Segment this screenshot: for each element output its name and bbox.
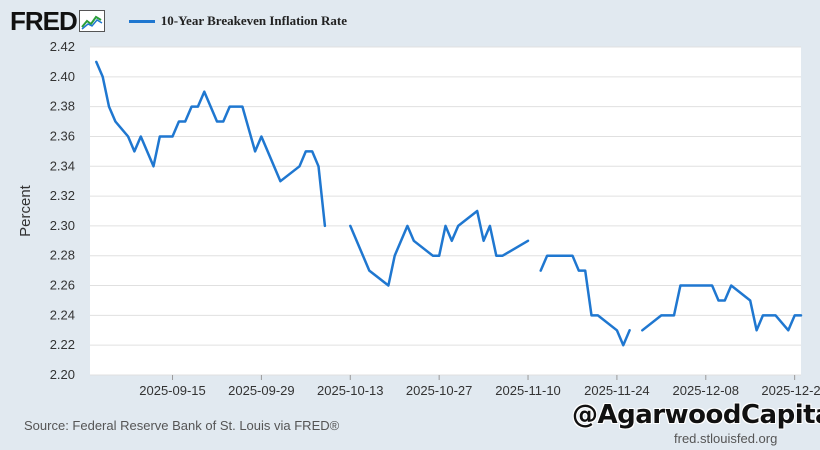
series-line-segment[interactable] — [539, 254, 631, 347]
y-tick-label: 2.38 — [50, 99, 75, 114]
watermark: @AgarwoodCapital — [572, 400, 820, 430]
chart-header: FRED 10-Year Breakeven Inflation Rate — [10, 6, 347, 36]
y-tick-label: 2.40 — [50, 69, 75, 84]
y-axis-title: Percent — [17, 184, 34, 237]
fred-url[interactable]: fred.stlouisfed.org — [674, 431, 778, 446]
y-tick-label: 2.28 — [50, 248, 75, 263]
y-tick-label: 2.26 — [50, 278, 75, 293]
x-tick-label: 2025-12-08 — [673, 383, 740, 398]
x-tick-label: 2025-11-10 — [495, 383, 561, 398]
y-tick-label: 2.24 — [50, 307, 75, 322]
y-axis: 2.20 2.22 2.24 2.26 2.28 2.30 2.32 2.34 2.36 2.38… — [50, 39, 75, 382]
y-tick-label: 2.30 — [50, 218, 75, 233]
fred-logo[interactable]: FRED — [10, 6, 78, 36]
x-tick-label: 2025-10-13 — [317, 383, 384, 398]
series-layer — [95, 60, 803, 347]
y-tick-label: 2.36 — [50, 128, 75, 143]
x-tick-label: 2025-10-27 — [406, 383, 473, 398]
legend-swatch — [128, 19, 155, 23]
trend-line-icon — [78, 10, 105, 32]
x-tick-label: 2025-09-29 — [228, 383, 295, 398]
x-axis: 2025-09-15 2025-09-29 2025-10-13 2025-10-27… — [139, 375, 820, 398]
series-line-segment[interactable] — [95, 60, 327, 228]
source-note: Source: Federal Reserve Bank of St. Loui… — [24, 418, 340, 433]
legend: 10-Year Breakeven Inflation Rate — [128, 13, 347, 29]
y-tick-label: 2.22 — [50, 337, 75, 352]
y-tick-label: 2.32 — [50, 188, 75, 203]
legend-label: 10-Year Breakeven Inflation Rate — [160, 13, 347, 28]
x-tick-label: 2025-12-22 — [761, 383, 820, 398]
series-line-segment[interactable] — [349, 209, 530, 287]
x-tick-label: 2025-09-15 — [139, 383, 206, 398]
x-tick-label: 2025-11-24 — [584, 383, 650, 398]
plot-area — [90, 47, 801, 375]
y-tick-label: 2.42 — [50, 39, 75, 54]
series-line-segment[interactable] — [641, 284, 803, 332]
y-tick-label: 2.20 — [50, 367, 75, 382]
y-tick-label: 2.34 — [50, 158, 75, 173]
